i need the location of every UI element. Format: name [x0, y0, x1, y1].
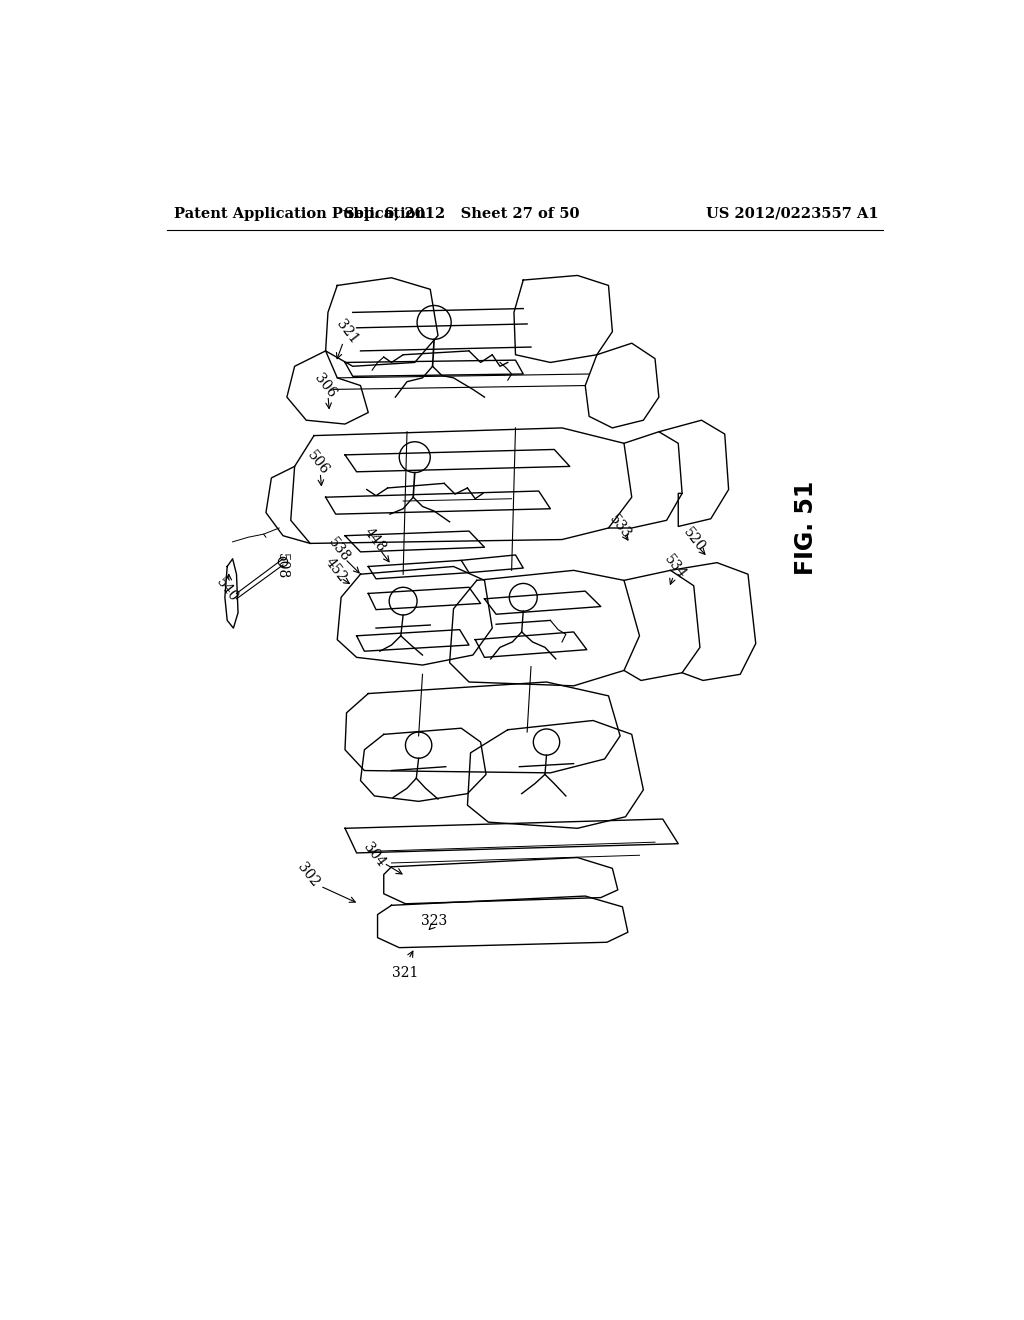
Text: 452: 452	[323, 556, 349, 585]
Text: Patent Application Publication: Patent Application Publication	[174, 207, 427, 220]
Text: 534: 534	[662, 552, 689, 581]
Text: 520: 520	[680, 525, 708, 554]
Text: 508: 508	[274, 553, 289, 579]
Text: 304: 304	[360, 841, 388, 870]
Text: Sep. 6, 2012   Sheet 27 of 50: Sep. 6, 2012 Sheet 27 of 50	[343, 207, 579, 220]
Text: 302: 302	[294, 859, 322, 890]
Text: 506: 506	[304, 447, 332, 478]
Text: 533: 533	[606, 512, 634, 541]
Text: 448: 448	[360, 525, 388, 554]
Text: 321: 321	[392, 966, 419, 979]
Text: 306: 306	[312, 371, 339, 400]
Text: 323: 323	[421, 913, 447, 928]
Text: 538: 538	[326, 535, 352, 564]
Text: FIG. 51: FIG. 51	[795, 480, 818, 576]
Text: US 2012/0223557 A1: US 2012/0223557 A1	[706, 207, 879, 220]
Text: 321: 321	[334, 317, 361, 346]
Text: 540: 540	[214, 576, 241, 605]
